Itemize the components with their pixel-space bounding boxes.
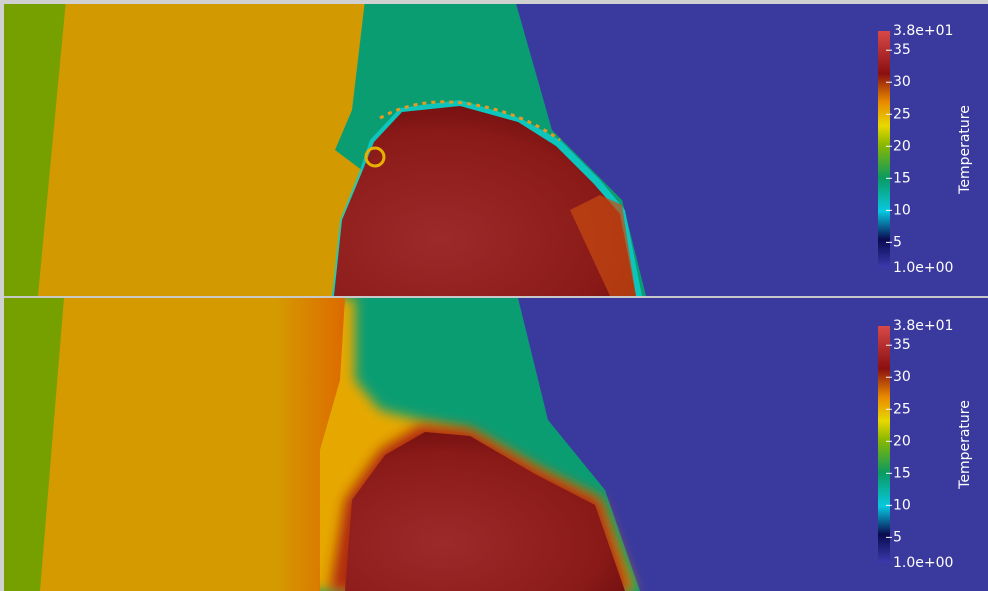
- colorbar-tick-label: 20: [893, 433, 911, 449]
- colorbar-tick-label: 15: [893, 170, 911, 186]
- render-view: 3.8e+01 1.0e+00 35 30 25 20 15 10 5 Temperature 3.…: [0, 0, 988, 591]
- colorbar-tick-label: 10: [893, 497, 911, 513]
- colorbar-max-label: 3.8e+01: [893, 23, 953, 39]
- colorbar-tick-label: 5: [893, 529, 902, 545]
- colorbar-min-label: 1.0e+00: [893, 260, 953, 276]
- colorbar-tick-label: 10: [893, 202, 911, 218]
- panel-top-field: [0, 0, 988, 296]
- colorbar-tick-label: 30: [893, 369, 911, 385]
- colorbar-tick-label: 35: [893, 42, 911, 58]
- colorbar-tick-label: 30: [893, 74, 911, 90]
- colorbar-tick-label: 25: [893, 401, 911, 417]
- colorbar: [878, 31, 890, 268]
- page: 3.8e+01 1.0e+00 35 30 25 20 15 10 5 Temperature 3.…: [0, 0, 988, 591]
- colorbar-title: Temperature: [957, 400, 973, 490]
- colorbar-tick-label: 15: [893, 465, 911, 481]
- colorbar: [878, 326, 890, 563]
- panel-bottom-field: [0, 298, 988, 591]
- colorbar-tick-label: 20: [893, 138, 911, 154]
- colorbar-tick-label: 25: [893, 106, 911, 122]
- colorbar-tick-label: 35: [893, 337, 911, 353]
- colorbar-max-label: 3.8e+01: [893, 318, 953, 334]
- colorbar-min-label: 1.0e+00: [893, 555, 953, 571]
- colorbar-tick-label: 5: [893, 234, 902, 250]
- colorbar-title: Temperature: [957, 105, 973, 195]
